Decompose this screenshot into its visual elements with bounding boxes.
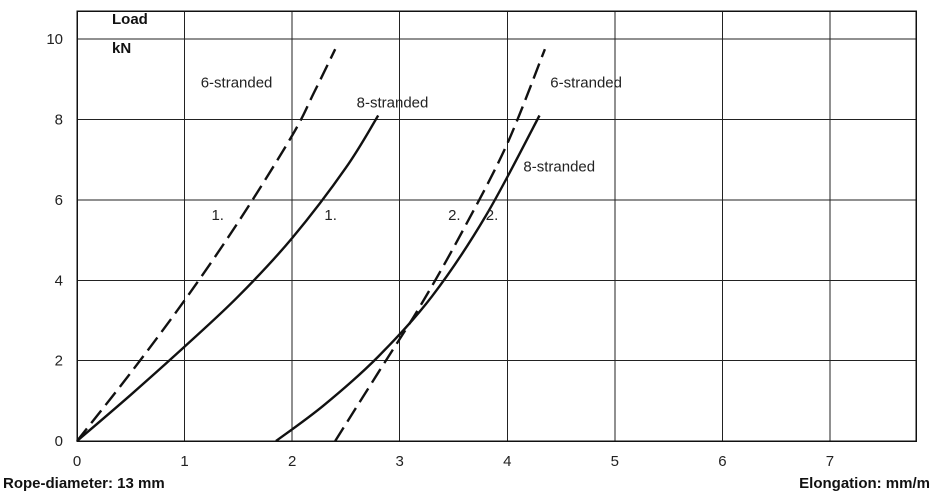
curve-s1-6 [76,48,337,442]
curve-s2-8 [275,114,541,442]
curve-annotation: 8-stranded [357,94,429,111]
curve-annotations: 6-stranded 8-stranded 6-stranded 8-stranded… [201,74,622,224]
curve-annotation: 2. [448,207,461,224]
y-tick-label: 8 [55,112,63,129]
y-tick-label: 2 [55,353,63,370]
x-axis-label-elongation: Elongation: mm/m [799,475,930,492]
y-axis-label-unit: kN [112,40,131,57]
curve-annotation: 6-stranded [201,74,273,91]
x-tick-label: 4 [503,453,511,470]
curve-annotation: 8-stranded [523,159,595,176]
x-tick-label: 7 [826,453,834,470]
y-tick-label: 10 [46,31,63,48]
y-tick-label: 4 [55,272,63,289]
grid-lines [77,11,916,441]
x-tick-label: 3 [396,453,404,470]
x-tick-label: 1 [180,453,188,470]
y-tick-label: 0 [55,433,63,450]
curve-annotation: 1. [324,207,337,224]
curves [76,48,547,442]
x-tick-label: 6 [718,453,726,470]
x-tick-label: 2 [288,453,296,470]
x-tick-label: 0 [73,453,81,470]
tick-labels: 0 1 2 3 4 5 6 7 0 2 4 6 8 10 [46,31,834,470]
x-tick-label: 5 [611,453,619,470]
curve-annotation: 1. [211,207,224,224]
curve-s2-6 [334,48,547,442]
rope-diameter-note: Rope-diameter: 13 mm [3,475,165,492]
y-axis-label-load: Load [112,11,148,28]
plot-frame [76,10,917,442]
y-tick-label: 6 [55,192,63,209]
curve-annotation: 2. [486,207,499,224]
curve-annotation: 6-stranded [550,74,622,91]
curve-s1-8 [76,114,380,442]
